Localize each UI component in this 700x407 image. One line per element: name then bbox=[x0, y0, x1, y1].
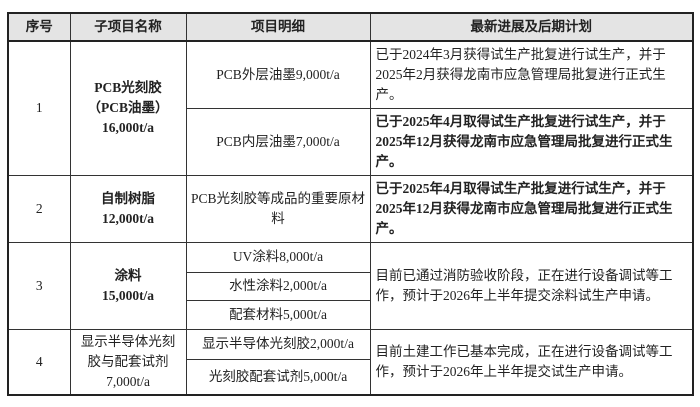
table-row: 4 显示半导体光刻 胶与配套试剂 7,000t/a 显示半导体光刻胶2,000t… bbox=[7, 328, 694, 396]
name-line: 胶与配套试剂 bbox=[87, 353, 169, 369]
row-detail: PCB内层油墨7,000t/a bbox=[185, 107, 371, 176]
row-detail: PCB光刻胶等成品的重要原材料 bbox=[185, 174, 371, 243]
row-name: 涂料 15,000t/a bbox=[69, 241, 187, 330]
table-header-row: 序号 子项目名称 项目明细 最新进展及后期计划 bbox=[7, 12, 694, 42]
row-progress: 目前已通过消防验收阶段，正在进行设备调试等工作，预计于2026年上半年提交涂料试… bbox=[369, 241, 694, 330]
table-row: 2 自制树脂 12,000t/a PCB光刻胶等成品的重要原材料 已于2025年… bbox=[7, 174, 694, 243]
name-line: （PCB油墨） bbox=[87, 100, 169, 116]
table-row: 光刻胶配套试剂5,000t/a bbox=[8, 358, 693, 396]
project-progress-table: 序号 子项目名称 项目明细 最新进展及后期计划 1 PCB光刻胶 （PCB油墨）… bbox=[7, 12, 694, 396]
name-line: 16,000t/a bbox=[101, 120, 155, 136]
row-no: 2 bbox=[7, 174, 71, 243]
row-detail: 光刻胶配套试剂5,000t/a bbox=[185, 358, 371, 396]
name-line: PCB光刻胶 bbox=[94, 80, 162, 96]
row-progress: 目前土建工作已基本完成，正在进行设备调试等工作，预计于2026年上半年提交试生产… bbox=[369, 328, 694, 396]
row-name: 显示半导体光刻 胶与配套试剂 7,000t/a bbox=[69, 328, 187, 396]
name-line: 显示半导体光刻 bbox=[80, 333, 176, 349]
row-detail: 配套材料5,000t/a bbox=[185, 299, 371, 330]
row-no: 3 bbox=[7, 241, 71, 330]
table-row: PCB内层油墨7,000t/a 已于2025年4月取得试生产批复进行试生产，并于… bbox=[8, 107, 694, 176]
header-progress: 最新进展及后期计划 bbox=[369, 12, 694, 42]
name-line: 7,000t/a bbox=[106, 373, 150, 389]
table-row: 3 涂料 15,000t/a UV涂料8,000t/a 目前已通过消防验收阶段，… bbox=[7, 241, 694, 330]
row-name: PCB光刻胶 （PCB油墨） 16,000t/a bbox=[69, 40, 187, 176]
row-detail: 水性涂料2,000t/a bbox=[185, 271, 371, 301]
row-detail: PCB外层油墨9,000t/a bbox=[185, 40, 371, 109]
header-no: 序号 bbox=[7, 12, 71, 42]
row-name: 自制树脂 12,000t/a bbox=[69, 174, 187, 243]
row-no: 4 bbox=[7, 328, 71, 396]
row-progress: 已于2025年4月取得试生产批复进行试生产，并于2025年12月获得龙南市应急管… bbox=[369, 174, 694, 243]
name-line: 12,000t/a bbox=[101, 210, 155, 226]
table-row: 1 PCB光刻胶 （PCB油墨） 16,000t/a PCB外层油墨9,000t… bbox=[7, 40, 694, 176]
table-row: 配套材料5,000t/a bbox=[8, 299, 693, 330]
header-detail: 项目明细 bbox=[185, 12, 371, 42]
row-detail: UV涂料8,000t/a bbox=[185, 241, 371, 273]
name-line: 15,000t/a bbox=[101, 287, 155, 303]
row-progress: 已于2024年3月获得试生产批复进行试生产，并于2025年2月获得龙南市应急管理… bbox=[369, 40, 694, 109]
row-detail: 显示半导体光刻胶2,000t/a bbox=[185, 328, 371, 360]
row-no: 1 bbox=[7, 40, 71, 176]
name-line: 涂料 bbox=[114, 267, 142, 283]
row-progress: 已于2025年4月取得试生产批复进行试生产，并于2025年12月获得龙南市应急管… bbox=[369, 107, 694, 176]
header-name: 子项目名称 bbox=[69, 12, 187, 42]
name-line: 自制树脂 bbox=[101, 190, 155, 206]
